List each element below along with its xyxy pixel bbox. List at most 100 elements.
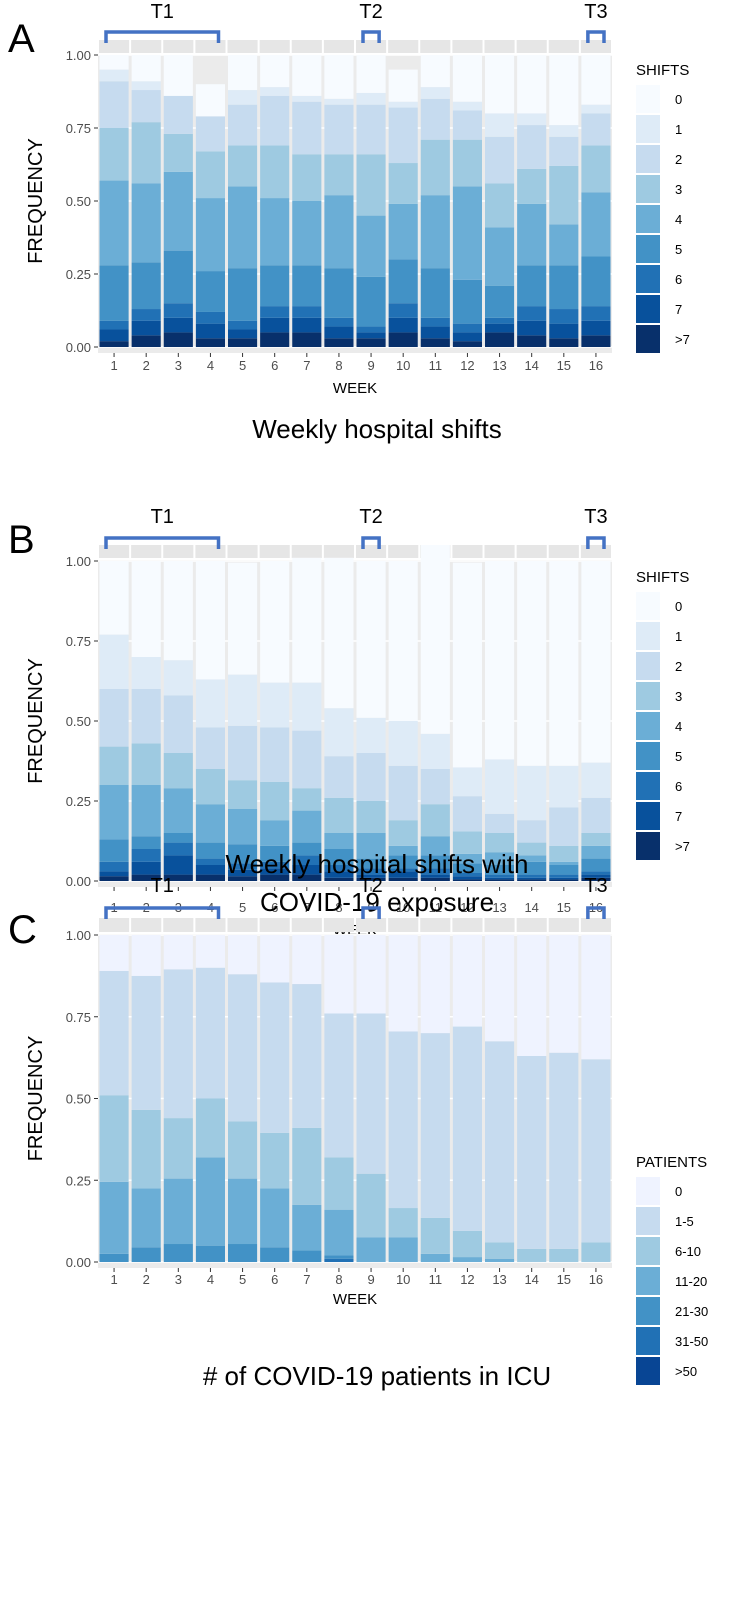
bar-segment	[131, 81, 161, 91]
bar-segment	[581, 335, 611, 347]
legend-label: 0	[675, 92, 682, 107]
strip-cell	[259, 918, 290, 932]
bar-segment	[517, 874, 547, 878]
bar-segment	[356, 104, 386, 155]
bar-segment	[163, 874, 193, 881]
bar-segment	[452, 186, 482, 280]
y-tick-label: 0.50	[66, 194, 91, 209]
x-tick-label: 8	[335, 358, 342, 373]
bar-segment	[228, 104, 258, 146]
legend-key	[636, 1297, 660, 1325]
x-tick-label: 14	[524, 1272, 538, 1287]
bar-segment	[195, 727, 225, 769]
strip-cell	[323, 545, 354, 558]
legend-key	[636, 742, 660, 770]
bar-segment	[324, 557, 354, 709]
legend-key	[636, 265, 660, 293]
x-tick-label: 13	[492, 1272, 506, 1287]
bar-segment	[292, 95, 322, 102]
strip-cell	[163, 545, 194, 558]
bar-segment	[517, 861, 547, 875]
bar-segment	[99, 839, 129, 862]
bar-segment	[99, 55, 129, 70]
bar-segment	[324, 708, 354, 757]
legend-key	[636, 682, 660, 710]
bar-segment	[260, 781, 290, 821]
bar-segment	[260, 982, 290, 1133]
bar-segment	[517, 879, 547, 881]
legend-key	[636, 295, 660, 323]
panel-caption: # of COVID-19 patients in ICU	[203, 1361, 551, 1391]
bar-segment	[581, 561, 611, 763]
bracket-t1	[104, 536, 221, 549]
y-tick-label: 0.00	[66, 340, 91, 355]
legend-key	[636, 205, 660, 233]
strip-cell	[259, 545, 290, 558]
x-tick-label: 15	[557, 900, 571, 915]
bar-segment	[131, 55, 161, 82]
bar-segment	[388, 871, 418, 878]
bar-segment	[517, 820, 547, 843]
bar-segment	[581, 104, 611, 114]
x-axis-label: WEEK	[333, 1291, 377, 1308]
bar-segment	[581, 55, 611, 105]
bar-segment	[485, 813, 515, 833]
strip-cell	[356, 40, 387, 53]
bar-segment	[517, 306, 547, 321]
bar-segment	[260, 265, 290, 307]
strip-cell	[356, 545, 387, 558]
bar-segment	[292, 101, 322, 155]
bar-segment	[260, 861, 290, 869]
legend-label: 7	[675, 809, 682, 824]
bracket-label: T2	[359, 506, 382, 528]
bar-segment	[131, 935, 161, 976]
bar-segment	[388, 877, 418, 881]
bar-segment	[195, 865, 225, 875]
legend-key	[636, 85, 660, 113]
strip-cell	[163, 40, 194, 53]
panel-label: B	[8, 518, 35, 562]
bar-segment	[452, 562, 482, 768]
y-tick-label: 0.75	[66, 634, 91, 649]
bar-segment	[485, 561, 515, 760]
bar-segment	[452, 332, 482, 342]
bar-segment	[292, 842, 322, 856]
x-tick-label: 15	[557, 1272, 571, 1287]
bar-segment	[163, 855, 193, 875]
bar-segment	[195, 151, 225, 199]
y-tick-label: 0.50	[66, 714, 91, 729]
bar-segment	[452, 1026, 482, 1231]
bar-segment	[324, 326, 354, 339]
bar-segment	[517, 168, 547, 204]
strip-cell	[99, 918, 130, 932]
bar-segment	[356, 154, 386, 216]
bar-segment	[356, 215, 386, 277]
legend-key	[636, 772, 660, 800]
bar-segment	[485, 879, 515, 881]
bar-segment	[581, 145, 611, 193]
bar-segment	[292, 855, 322, 865]
bar-segment	[260, 727, 290, 782]
bar-segment	[517, 765, 547, 821]
bar-segment	[228, 268, 258, 321]
bar-segment	[195, 804, 225, 843]
strip-cell	[420, 40, 451, 53]
bar-segment	[324, 55, 354, 99]
strip-cell	[388, 545, 419, 558]
bar-segment	[517, 877, 547, 880]
x-tick-label: 12	[460, 900, 474, 915]
bar-segment	[517, 113, 547, 126]
bar-segment	[260, 868, 290, 875]
bar-segment	[99, 1095, 129, 1182]
bar-segment	[517, 320, 547, 336]
bar-segment	[99, 970, 129, 1096]
strip-cell	[548, 545, 579, 558]
legend-label: 3	[675, 689, 682, 704]
bar-segment	[99, 128, 129, 181]
bar-segment	[388, 721, 418, 766]
legend-label: 21-30	[675, 1304, 708, 1319]
bracket-label: T2	[359, 875, 382, 897]
bar-segment	[228, 55, 258, 91]
legend-key	[636, 832, 660, 860]
